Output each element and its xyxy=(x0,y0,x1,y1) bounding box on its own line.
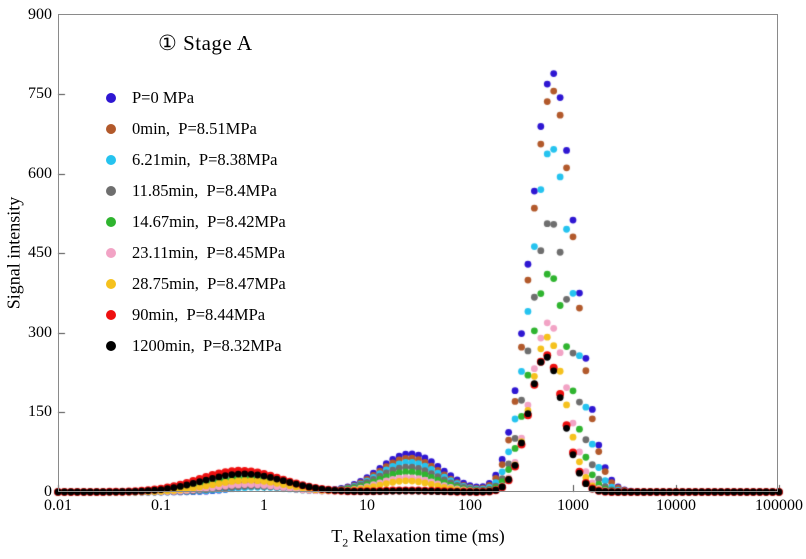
legend-item: 28.75min, P=8.47MPa xyxy=(106,268,286,299)
legend-marker-dot xyxy=(106,278,116,289)
legend-item: 14.67min, P=8.42MPa xyxy=(106,206,286,237)
legend-label: 0min, P=8.51MPa xyxy=(132,118,257,138)
legend-label: 23.11min, P=8.45MPa xyxy=(132,242,286,262)
x-tick-label: 10000 xyxy=(656,497,696,514)
legend: P=0 MPa 0min, P=8.51MPa 6.21min, P=8.38M… xyxy=(106,82,286,361)
x-tick-label: 0.1 xyxy=(151,497,171,514)
legend-marker-dot xyxy=(106,340,116,351)
legend-item: 23.11min, P=8.45MPa xyxy=(106,237,286,268)
legend-marker-dot xyxy=(106,154,116,165)
x-axis-title: T2 Relaxation time (ms) xyxy=(258,526,578,551)
x-tick-label: 100 xyxy=(458,497,482,514)
legend-label: 1200min, P=8.32MPa xyxy=(132,335,282,355)
x-tick-label: 100000 xyxy=(755,497,803,514)
x-tick-label: 1 xyxy=(260,497,268,514)
y-tick-label: 750 xyxy=(28,85,52,102)
legend-label: 28.75min, P=8.47MPa xyxy=(132,273,286,293)
y-tick-label: 0 xyxy=(44,483,52,500)
x-axis-title-text: Relaxation time (ms) xyxy=(348,526,505,546)
stage-title: ① Stage A xyxy=(158,31,253,55)
legend-marker-dot xyxy=(106,309,116,320)
legend-item: 0min, P=8.51MPa xyxy=(106,113,286,144)
x-tick-label: 10 xyxy=(359,497,375,514)
legend-item: 6.21min, P=8.38MPa xyxy=(106,144,286,175)
y-tick-label: 900 xyxy=(28,6,52,23)
legend-marker-dot xyxy=(106,92,116,103)
y-tick-label: 450 xyxy=(28,244,52,261)
legend-item: 90min, P=8.44MPa xyxy=(106,299,286,330)
legend-label: 90min, P=8.44MPa xyxy=(132,304,266,324)
legend-label: 14.67min, P=8.42MPa xyxy=(132,211,286,231)
x-axis-title-symbol: T xyxy=(331,526,343,546)
legend-label: P=0 MPa xyxy=(132,87,195,107)
legend-marker-dot xyxy=(106,185,116,196)
y-axis-title: Signal intensity xyxy=(3,196,24,310)
legend-label: 6.21min, P=8.38MPa xyxy=(132,149,278,169)
y-tick-label: 150 xyxy=(28,403,52,420)
y-tick-label: 300 xyxy=(28,324,52,341)
legend-item: 11.85min, P=8.4MPa xyxy=(106,175,286,206)
x-axis-title-subscript: 2 xyxy=(342,535,349,550)
y-tick-label: 600 xyxy=(28,165,52,182)
legend-marker-dot xyxy=(106,247,116,258)
legend-item: P=0 MPa xyxy=(106,82,286,113)
legend-label: 11.85min, P=8.4MPa xyxy=(132,180,277,200)
legend-marker-dot xyxy=(106,216,116,227)
legend-marker-dot xyxy=(106,123,116,134)
legend-item: 1200min, P=8.32MPa xyxy=(106,330,286,361)
x-tick-label: 1000 xyxy=(557,497,589,514)
x-tick-label: 0.01 xyxy=(44,497,72,514)
